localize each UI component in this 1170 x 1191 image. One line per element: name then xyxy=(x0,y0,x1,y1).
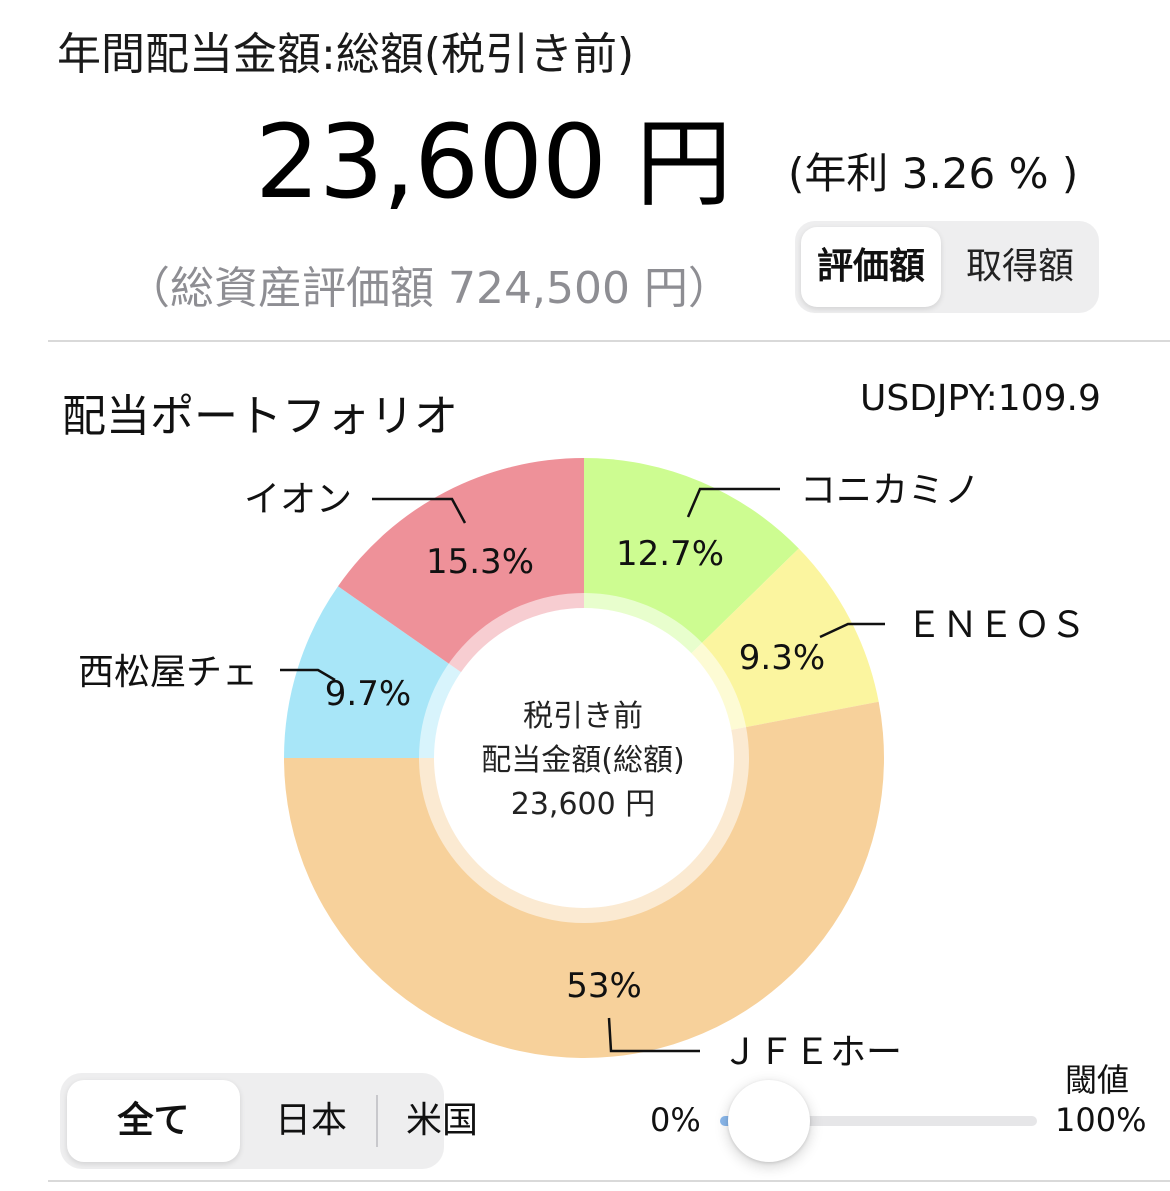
slice-name-label: イオン xyxy=(244,479,352,520)
leader-line xyxy=(280,668,336,682)
center-label-line1: 税引き前 xyxy=(523,699,643,734)
dividend-amount-unit: 円 xyxy=(635,108,732,220)
tab-japan[interactable]: 日本 xyxy=(274,1100,347,1141)
tab-us[interactable]: 米国 xyxy=(405,1100,478,1141)
tab-all[interactable]: 全て xyxy=(67,1080,240,1162)
section-divider xyxy=(48,340,1170,342)
threshold-label: 閾値 xyxy=(1065,1061,1130,1099)
slice-percent-label: 9.3% xyxy=(739,638,825,678)
slice-name-label: ＪＦＥホー xyxy=(722,1032,902,1073)
fx-rate: USDJPY:109.9 xyxy=(860,378,1101,419)
dividend-amount: 23,600 円 xyxy=(255,112,732,214)
slice-name-label: ＥＮＥＯＳ xyxy=(906,605,1086,646)
threshold-slider-track[interactable] xyxy=(725,1116,1037,1126)
segment-valuation[interactable]: 評価額 xyxy=(801,227,941,307)
segment-acquisition[interactable]: 取得額 xyxy=(965,246,1074,287)
page-title: 年間配当金額:総額(税引き前) xyxy=(57,29,635,80)
center-label-line2: 配当金額(総額) xyxy=(481,743,685,778)
threshold-slider-knob[interactable] xyxy=(728,1080,810,1162)
tab-separator xyxy=(376,1095,378,1147)
leader-line xyxy=(607,1017,700,1053)
slider-min-label: 0% xyxy=(650,1101,701,1139)
portfolio-title: 配当ポートフォリオ xyxy=(62,391,458,442)
total-asset-value: （総資産評価額 724,500 円） xyxy=(126,263,732,314)
region-segmented-control: 全て 日本 米国 xyxy=(60,1073,478,1169)
slice-percent-label: 12.7% xyxy=(616,534,724,574)
yield-text: (年利 3.26 % ) xyxy=(788,149,1079,198)
leader-line xyxy=(686,487,780,518)
center-label-line3: 23,600 円 xyxy=(510,787,656,822)
slice-percent-label: 15.3% xyxy=(426,542,534,582)
leader-line xyxy=(819,622,885,639)
dividend-amount-value: 23,600 xyxy=(255,103,607,222)
slice-name-label: コニカミノ xyxy=(800,470,980,511)
slider-max-label: 100% xyxy=(1055,1101,1147,1139)
slice-percent-label: 9.7% xyxy=(325,674,411,714)
leader-line xyxy=(372,497,467,524)
donut-hole xyxy=(434,608,734,908)
bottom-divider xyxy=(48,1180,1170,1182)
threshold-slider-fill xyxy=(720,1116,734,1126)
slice-name-label: 西松屋チェ xyxy=(78,652,258,693)
dividend-donut-chart: 12.7% コニカミノ 9.3% ＥＮＥＯＳ 53% ＪＦＥホー 9.7% 西松屋チェ 15.3… xyxy=(78,458,1086,1073)
donut-center-label: 税引き前 配当金額(総額) 23,600 円 xyxy=(433,695,733,827)
slice-percent-label: 53% xyxy=(566,966,642,1006)
basis-segmented-control: 評価額 取得額 xyxy=(795,221,1099,313)
